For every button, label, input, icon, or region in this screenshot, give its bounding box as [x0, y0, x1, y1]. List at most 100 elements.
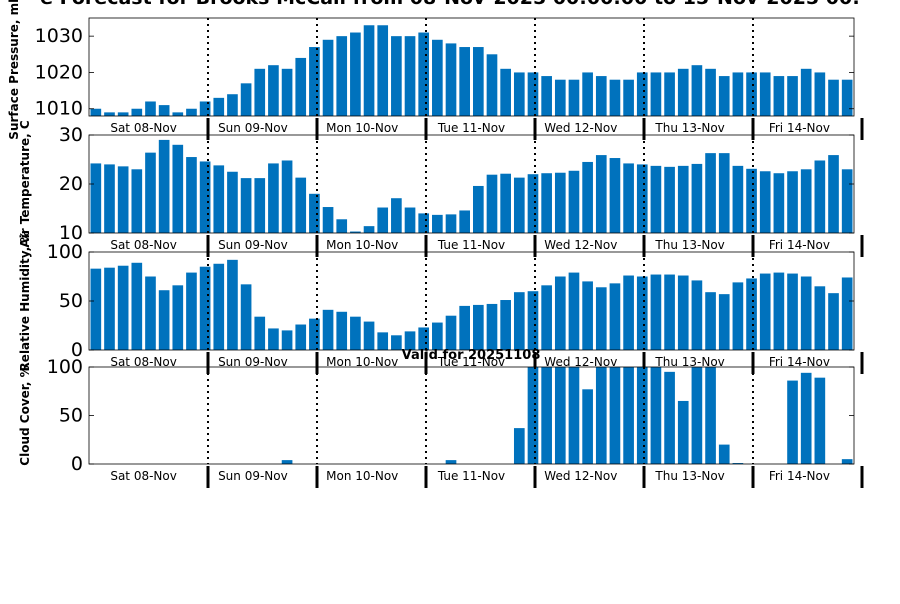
chart-title: e Forecast for Brooks McCall from 08-Nov…: [40, 0, 860, 9]
day-label: Fri 14-Nov: [769, 121, 830, 135]
bar-temperature: [841, 169, 853, 233]
bar-pressure: [595, 76, 607, 116]
bar-humidity: [787, 273, 798, 350]
day-label: Mon 10-Nov: [326, 355, 398, 369]
bar-cloud: [554, 367, 566, 464]
bar-pressure: [254, 68, 266, 116]
day-label: Sun 09-Nov: [218, 355, 288, 369]
bar-pressure: [677, 68, 689, 116]
day-label: Sat 08-Nov: [110, 355, 177, 369]
bar-humidity: [90, 268, 102, 350]
day-label: Tue 11-Nov: [437, 469, 505, 483]
day-label: Tue 11-Nov: [437, 355, 505, 369]
day-label: Thu 13-Nov: [654, 121, 724, 135]
y-tick-label: 1020: [35, 61, 83, 83]
bar-humidity: [513, 292, 525, 350]
bar-temperature: [554, 172, 566, 233]
bar-humidity: [636, 276, 648, 350]
bar-cloud: [841, 459, 853, 464]
bar-pressure: [432, 39, 443, 116]
y-tick-label: 1010: [35, 98, 83, 120]
bar-humidity: [459, 305, 470, 350]
y-tick-label: 10: [59, 222, 83, 244]
bar-humidity: [281, 330, 293, 350]
bar-humidity: [309, 318, 320, 350]
bar-temperature: [486, 174, 498, 233]
bar-temperature: [90, 163, 102, 233]
bar-temperature: [705, 153, 716, 233]
bar-temperature: [117, 166, 129, 233]
bar-pressure: [664, 72, 675, 116]
day-label: Fri 14-Nov: [769, 238, 830, 252]
bar-pressure: [828, 79, 839, 116]
bar-pressure: [158, 105, 170, 116]
bar-humidity: [664, 274, 675, 350]
bar-pressure: [554, 79, 566, 116]
bar-pressure: [623, 79, 634, 116]
day-label: Mon 10-Nov: [326, 469, 398, 483]
bar-humidity: [377, 332, 389, 350]
bar-temperature: [268, 163, 279, 233]
day-label: Wed 12-Nov: [544, 355, 617, 369]
bar-temperature: [677, 165, 689, 233]
day-label: Fri 14-Nov: [769, 355, 830, 369]
bar-humidity: [268, 328, 279, 350]
bar-humidity: [117, 265, 129, 350]
panel-cloud: 0 50 100 Cloud Cover, % Sat 08-Nov Sun 09-Nov…: [18, 356, 864, 488]
bar-humidity: [254, 316, 266, 350]
bar-humidity: [172, 285, 184, 350]
bar-pressure: [90, 108, 102, 116]
bar-pressure: [117, 112, 129, 116]
y-tick-label: 1030: [35, 25, 83, 47]
bar-temperature: [322, 207, 334, 233]
bar-cloud: [691, 367, 703, 464]
day-label: Wed 12-Nov: [544, 238, 617, 252]
bar-cloud: [595, 367, 607, 464]
bar-temperature: [513, 177, 525, 233]
bar-pressure: [732, 72, 744, 116]
day-label: Wed 12-Nov: [544, 121, 617, 135]
bar-temperature: [363, 226, 375, 233]
bar-humidity: [227, 259, 238, 350]
bar-temperature: [787, 171, 798, 233]
bar-humidity: [322, 309, 334, 350]
bar-humidity: [527, 291, 539, 350]
bar-temperature: [199, 161, 211, 233]
day-label: Thu 13-Nov: [654, 238, 724, 252]
day-label: Sun 09-Nov: [218, 238, 288, 252]
bar-humidity: [759, 273, 771, 350]
bar-pressure: [391, 36, 402, 116]
y-axis-label: Relative Humidity, %: [18, 231, 32, 372]
bar-humidity: [773, 272, 785, 350]
day-label: Sun 09-Nov: [218, 121, 288, 135]
bar-temperature: [595, 155, 607, 233]
bar-cloud: [705, 367, 716, 464]
bar-humidity: [595, 287, 607, 350]
bar-cloud: [650, 367, 662, 464]
bar-pressure: [281, 68, 293, 116]
bar-humidity: [486, 303, 498, 350]
day-label: Sun 09-Nov: [218, 469, 288, 483]
y-axis-label: Surface Pressure, mb: [7, 0, 21, 140]
bar-cloud: [732, 463, 744, 464]
bar-pressure: [513, 72, 525, 116]
bar-humidity: [186, 272, 197, 350]
bar-humidity: [841, 277, 853, 350]
day-label: Mon 10-Nov: [326, 121, 398, 135]
bar-cloud: [787, 380, 798, 464]
bar-temperature: [609, 158, 621, 233]
bar-temperature: [746, 168, 757, 233]
valid-for-label: Valid for 20251108: [402, 348, 541, 363]
bar-temperature: [227, 171, 238, 233]
bar-temperature: [445, 214, 457, 233]
bar-temperature: [172, 144, 184, 233]
bar-pressure: [636, 72, 648, 116]
y-tick-label: 100: [47, 356, 83, 378]
panel-temperature: 10 20 30 Air Temperature, C Sat 08-Nov Sun 09…: [18, 120, 864, 257]
bar-temperature: [391, 198, 402, 233]
bar-temperature: [350, 231, 361, 233]
bar-temperature: [404, 207, 416, 233]
bar-humidity: [677, 275, 689, 350]
day-label: Tue 11-Nov: [437, 121, 505, 135]
bar-pressure: [227, 94, 238, 116]
